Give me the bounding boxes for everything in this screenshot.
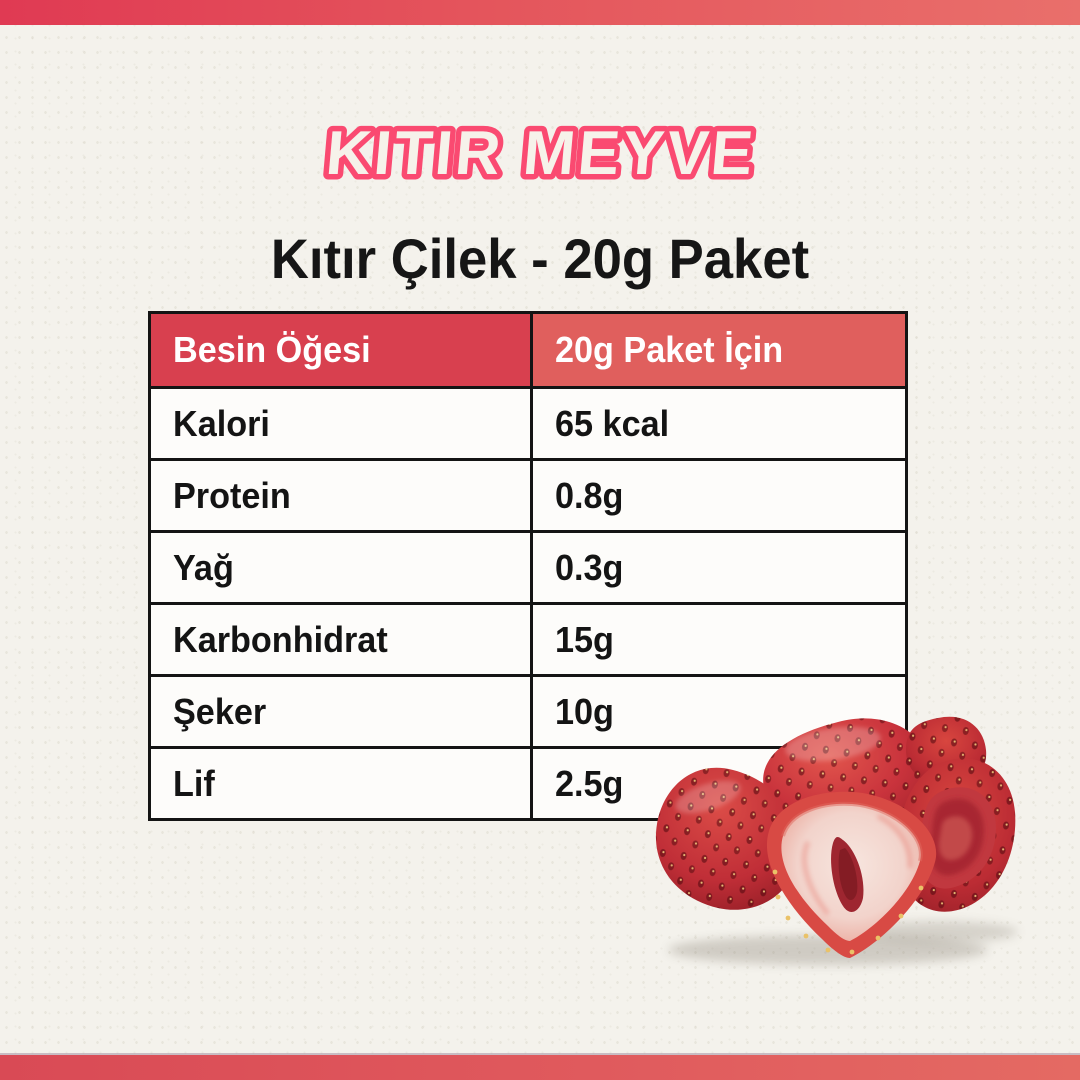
brand-logo: KITIR MEYVE <box>0 108 1080 205</box>
brand-logo-text: KITIR MEYVE <box>318 114 764 194</box>
cell-value: 0.3g <box>532 533 905 602</box>
table-header-amount: 20g Paket İçin <box>532 314 905 386</box>
table-header-row: Besin Öğesi 20g Paket İçin <box>151 314 905 386</box>
cell-value: 15g <box>532 605 905 674</box>
cell-label: Kalori <box>151 389 533 458</box>
top-accent-bar <box>0 0 1080 25</box>
cell-label: Protein <box>151 461 533 530</box>
table-row-kalori: Kalori 65 kcal <box>151 386 905 458</box>
cell-label: Lif <box>151 749 533 818</box>
cell-label: Şeker <box>151 677 533 746</box>
cell-value: 65 kcal <box>532 389 905 458</box>
page-title: Kıtır Çilek - 20g Paket <box>270 227 810 290</box>
table-row-protein: Protein 0.8g <box>151 458 905 530</box>
nutrition-table: Besin Öğesi 20g Paket İçin Kalori 65 kca… <box>148 311 908 821</box>
cell-value: 0.8g <box>532 461 905 530</box>
cell-label: Karbonhidrat <box>151 605 533 674</box>
table-row-karbonhidrat: Karbonhidrat 15g <box>151 602 905 674</box>
cell-label: Yağ <box>151 533 533 602</box>
svg-text:KITIR MEYVE: KITIR MEYVE <box>323 119 758 188</box>
berry-left <box>655 767 799 910</box>
table-row-yag: Yağ 0.3g <box>151 530 905 602</box>
table-header-nutrient: Besin Öğesi <box>151 314 533 386</box>
berry-cut-half <box>766 791 937 958</box>
bottom-accent-bar <box>0 1055 1080 1080</box>
strawberries-image <box>638 692 1038 982</box>
berry-dried <box>897 758 1016 912</box>
